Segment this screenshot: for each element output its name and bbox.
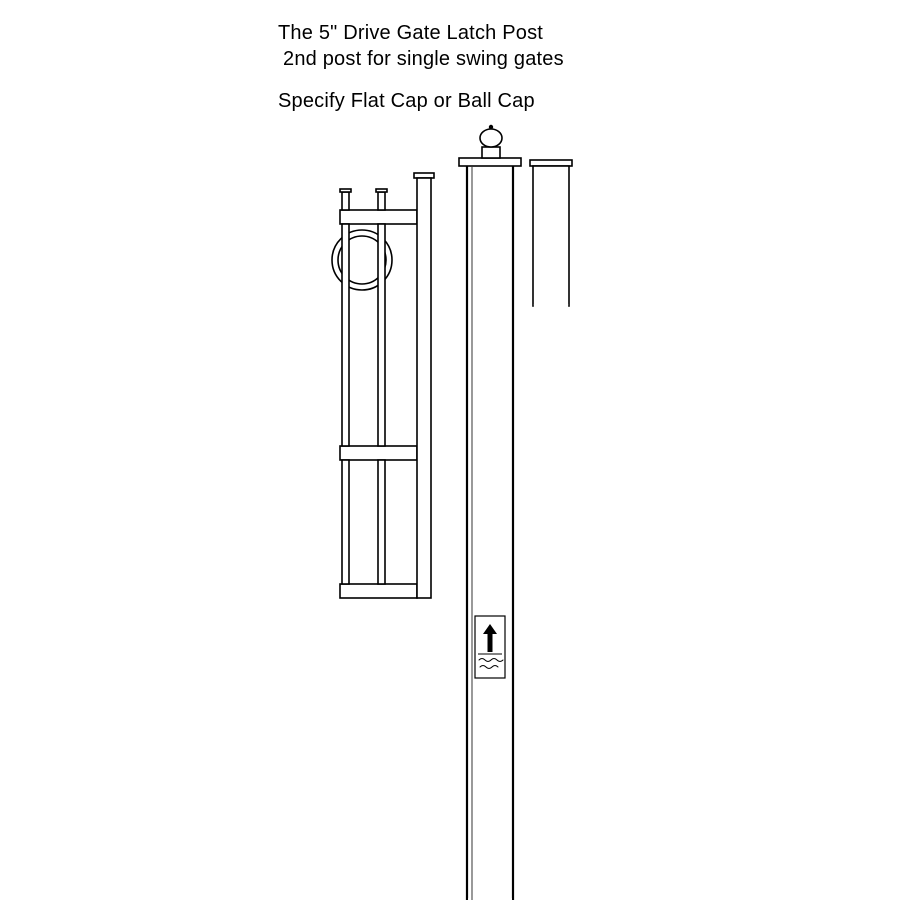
post-diagram-svg	[0, 0, 900, 900]
gate-rail-1	[340, 210, 417, 224]
flat-cap-open-bottom	[534, 304, 568, 307]
picket-cap-2	[376, 189, 387, 192]
ball-cap-finial	[489, 125, 493, 129]
flat-cap-plate	[530, 160, 572, 166]
main-post-body	[467, 163, 513, 900]
picket-mid-2	[378, 224, 385, 446]
ball-cap-neck	[482, 147, 500, 158]
flat-cap-post-body	[533, 166, 569, 306]
picket-low-2	[378, 460, 385, 584]
gate-rail-2	[340, 446, 417, 460]
diagram-canvas: The 5" Drive Gate Latch Post 2nd post fo…	[0, 0, 900, 900]
picket-cap-1	[340, 189, 351, 192]
picket-low-1	[342, 460, 349, 584]
gate-rail-3	[340, 584, 417, 598]
picket-top-2	[378, 192, 385, 210]
picket-mid-1	[342, 224, 349, 446]
gate-stile	[417, 178, 431, 598]
picket-top-1	[342, 192, 349, 210]
ball-cap-ball	[480, 129, 502, 147]
ball-cap-plate	[459, 158, 521, 166]
